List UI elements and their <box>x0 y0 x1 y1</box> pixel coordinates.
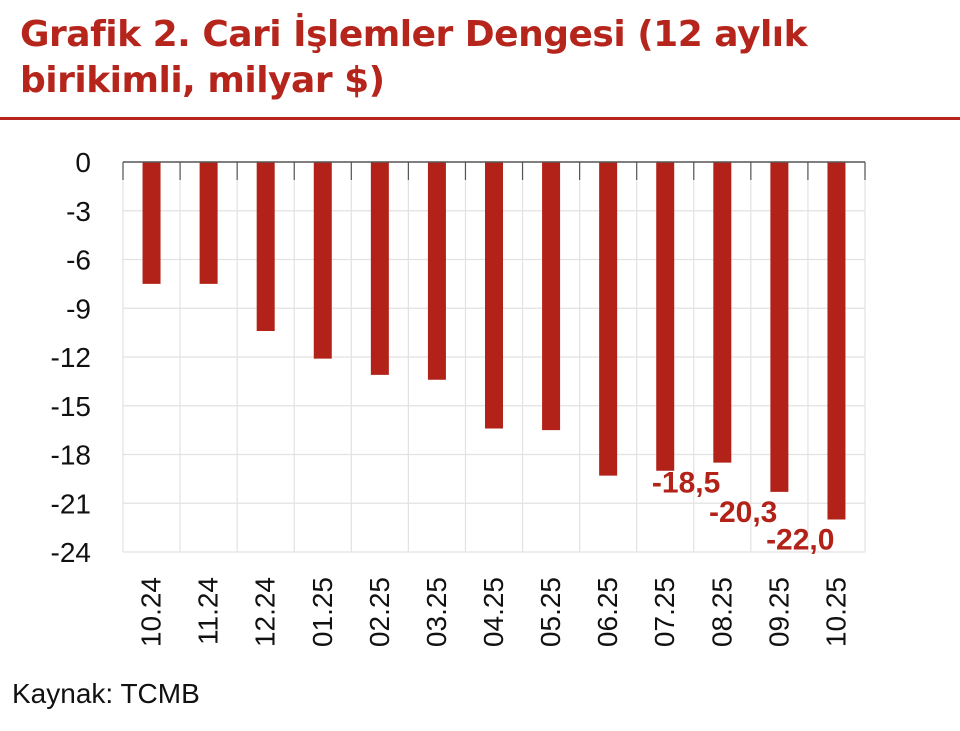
x-tick-label: 07.25 <box>649 577 680 647</box>
x-tick-label: 05.25 <box>535 577 566 647</box>
y-tick-label: -3 <box>66 196 91 227</box>
bar-03.25 <box>427 162 446 380</box>
x-tick-label: 01.25 <box>307 577 338 647</box>
bar-12.24 <box>256 162 275 331</box>
x-tick-label: 06.25 <box>592 577 623 647</box>
x-tick-label: 11.24 <box>193 577 224 645</box>
bar-08.25 <box>713 162 732 463</box>
y-tick-label: -15 <box>51 391 91 422</box>
chart-title: Grafik 2. Cari İşlemler Dengesi (12 aylı… <box>20 14 808 101</box>
y-tick-label: -24 <box>51 537 91 568</box>
data-label: -18,5 <box>652 467 720 500</box>
y-tick-label: -12 <box>51 342 91 373</box>
data-label: -20,3 <box>709 496 777 529</box>
bar-05.25 <box>542 162 561 431</box>
bar-11.24 <box>199 162 218 284</box>
x-tick-label: 02.25 <box>364 577 395 647</box>
bar-04.25 <box>485 162 503 429</box>
y-tick-label: -6 <box>66 245 91 276</box>
x-tick-label: 03.25 <box>421 577 452 647</box>
x-tick-label: 09.25 <box>763 577 794 647</box>
title-divider <box>0 117 960 120</box>
y-tick-label: -9 <box>66 293 91 324</box>
bar-01.25 <box>313 162 332 359</box>
x-tick-label: 10.24 <box>136 577 167 647</box>
bar-10.25 <box>827 162 846 520</box>
bar-06.25 <box>599 162 618 476</box>
bar-07.25 <box>656 162 675 471</box>
source-note: Kaynak: TCMB <box>12 678 200 709</box>
x-tick-label: 08.25 <box>706 577 737 647</box>
bar-09.25 <box>770 162 789 492</box>
y-tick-label: -18 <box>51 440 91 471</box>
x-tick-label: 12.24 <box>250 577 281 647</box>
x-tick-label: 10.25 <box>820 577 851 647</box>
y-tick-label: -21 <box>51 488 91 519</box>
bar-02.25 <box>370 162 389 375</box>
bar-10.24 <box>142 162 161 284</box>
x-tick-label: 04.25 <box>478 577 509 647</box>
data-label: -22,0 <box>766 524 834 557</box>
y-tick-label: 0 <box>75 147 91 178</box>
